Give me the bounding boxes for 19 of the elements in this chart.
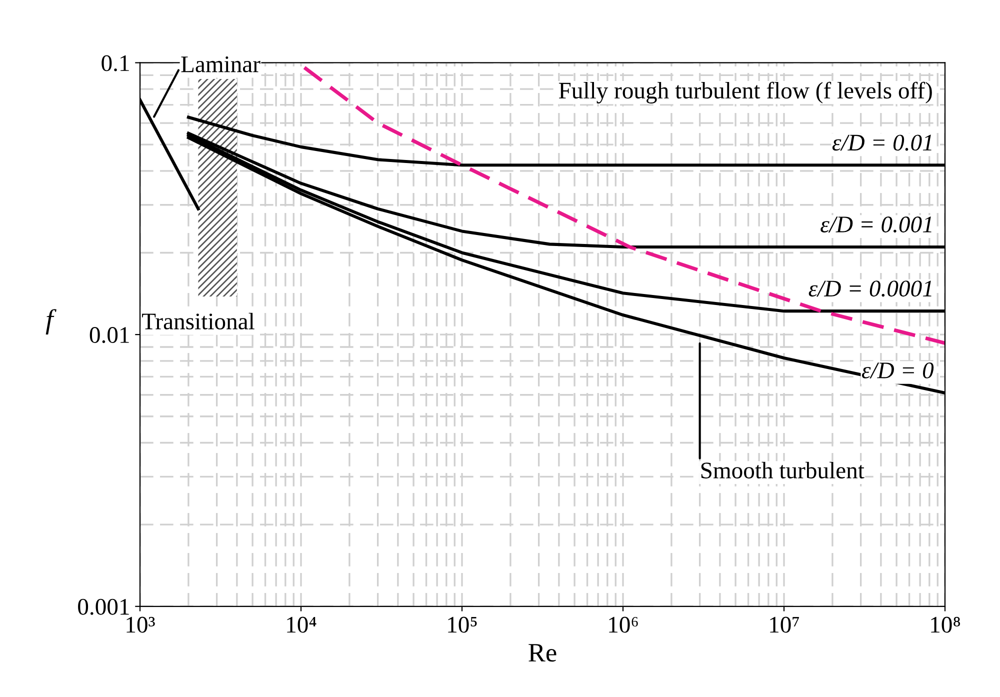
annotation: Smooth turbulent [701, 462, 864, 478]
x-axis-title: Re [528, 644, 556, 662]
y-axis-title: f [46, 309, 56, 335]
x-tick-label: 10⁵ [448, 616, 477, 633]
annotation: Laminar [181, 56, 260, 72]
x-tick-label: 10⁴ [287, 616, 316, 633]
y-tick-label: 0.1 [102, 55, 129, 72]
series-label: ε/D = 0.0001 [808, 280, 932, 297]
x-tick-label: 10⁷ [770, 616, 799, 633]
x-tick-label: 10⁸ [931, 616, 960, 633]
series-label: ε/D = 0 [862, 362, 934, 378]
series-label: ε/D = 0.001 [820, 216, 932, 233]
y-tick-label: 0.001 [78, 598, 129, 615]
y-tick-label: 0.01 [90, 327, 129, 344]
series-label: ε/D = 0.01 [832, 134, 932, 151]
band-label: Transitional [142, 312, 254, 330]
x-tick-label: 10⁶ [609, 616, 638, 633]
x-tick-label: 10³ [126, 616, 155, 633]
annotation: Fully rough turbulent flow (f levels off) [558, 82, 932, 104]
